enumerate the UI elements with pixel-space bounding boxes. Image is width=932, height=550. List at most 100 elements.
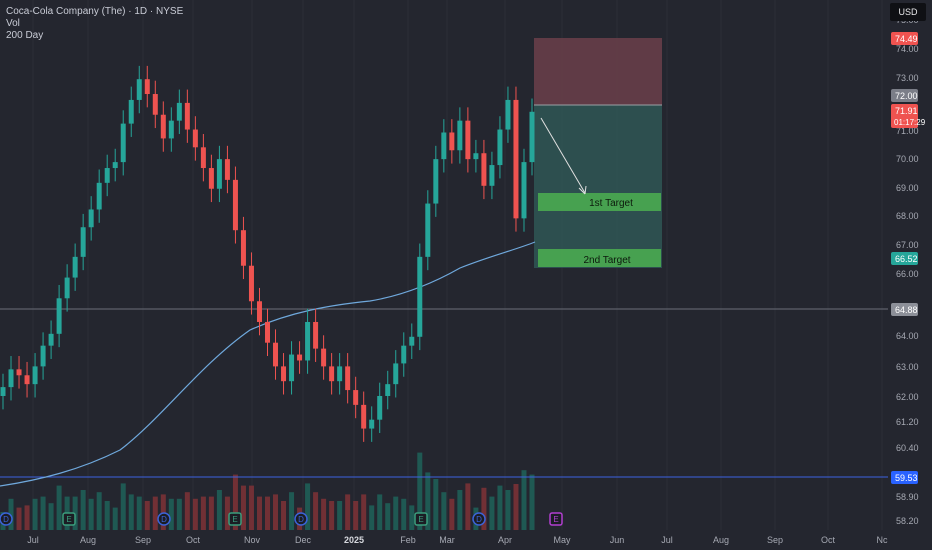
price-badge (891, 303, 918, 316)
volume-bar (377, 494, 383, 530)
target2-box[interactable] (538, 249, 661, 267)
time-tick-label: Oct (186, 535, 201, 545)
time-tick-label: Nc (877, 535, 888, 545)
price-badge (891, 471, 918, 484)
price-badge-label: 72.00 (895, 91, 918, 101)
volume-bar (112, 507, 118, 530)
price-tick-label: 63.00 (896, 362, 919, 372)
price-badge (891, 104, 918, 128)
candle-body (505, 99, 511, 130)
candle-body (96, 182, 102, 210)
candle-body (144, 79, 150, 95)
candle-body (0, 387, 6, 396)
candle-body (56, 298, 62, 334)
volume-bar (232, 474, 238, 530)
volume-bar (369, 505, 375, 530)
horizontal-levels[interactable] (0, 308, 888, 478)
candle-body (256, 301, 262, 322)
candle-body (24, 375, 30, 385)
volume-bar (144, 501, 150, 530)
candle-body (465, 120, 471, 160)
earnings-icon[interactable] (228, 512, 242, 526)
volume-bar (128, 494, 134, 530)
volume-bar (321, 498, 327, 530)
candle-body (273, 342, 279, 367)
candle-body (112, 162, 118, 169)
price-tick-label: 58.90 (896, 492, 919, 502)
volume-bar (240, 485, 246, 530)
volume-bar (248, 485, 254, 530)
candle-body (64, 277, 70, 299)
candle-body (8, 369, 14, 388)
price-tick-label: 74.00 (896, 44, 919, 54)
time-tick-label: Apr (498, 535, 512, 545)
candle-body (513, 99, 519, 219)
candle-body (449, 132, 455, 151)
candle-body (473, 153, 479, 160)
candle-body (289, 354, 295, 382)
price-badge-label: 59.53 (895, 473, 918, 483)
arrow-line[interactable] (540, 117, 586, 194)
candle-body (240, 230, 246, 266)
time-tick-label: Aug (80, 535, 96, 545)
dividend-icon[interactable] (157, 512, 171, 526)
volume-bar (16, 507, 22, 530)
time-tick-label: Mar (439, 535, 455, 545)
position-tool[interactable]: 1st Target 2nd Target (534, 38, 662, 268)
arrow-head-icon (578, 185, 587, 195)
candle-body (16, 369, 22, 376)
candle-body (481, 153, 487, 186)
event-marker-label: D (161, 515, 167, 524)
earnings-icon[interactable] (62, 512, 76, 526)
earnings-icon[interactable] (549, 512, 563, 526)
volume-bar (24, 505, 30, 530)
candle-body (168, 120, 174, 139)
profit-zone[interactable] (534, 105, 662, 268)
event-marker-label: E (553, 515, 558, 524)
volume-bar (88, 498, 94, 530)
price-axis[interactable]: 75.0074.0073.0071.0070.0069.0068.0067.00… (891, 15, 926, 526)
volume-bar (385, 503, 391, 530)
ma-indicator-label[interactable]: 200 Day (6, 30, 44, 41)
candle-body (160, 114, 166, 139)
currency-button[interactable]: USD (890, 3, 926, 21)
chart-legend: Coca-Cola Company (The) · 1D · NYSE Vol … (6, 6, 183, 42)
event-marker-label: E (232, 515, 237, 524)
target2-label: 2nd Target (583, 255, 630, 266)
dividend-icon[interactable] (294, 512, 308, 526)
dividend-icon[interactable] (472, 512, 486, 526)
price-tick-label: 70.00 (896, 154, 919, 164)
candle-body (385, 384, 391, 396)
volume-bar (80, 490, 86, 530)
volume-bar (216, 490, 222, 530)
candle-body (337, 366, 343, 382)
stop-loss-zone[interactable] (534, 38, 662, 105)
time-tick-label: Sep (135, 535, 151, 545)
candle-body (361, 404, 367, 429)
event-marker-label: E (66, 515, 71, 524)
earnings-icon[interactable] (414, 512, 428, 526)
price-tick-label: 58.20 (896, 516, 919, 526)
volume-bar (305, 483, 311, 530)
volume-bar (409, 505, 415, 530)
candle-body (313, 321, 319, 349)
ma-200-path (0, 241, 536, 487)
candle-body (377, 395, 383, 420)
time-tick-label: 2025 (344, 535, 364, 545)
target1-box[interactable] (538, 193, 661, 211)
price-tick-label: 66.00 (896, 269, 919, 279)
time-axis[interactable]: Jul Aug Sep Oct Nov Dec 2025 Feb Mar Apr May Jun Jul… (27, 535, 888, 545)
volume-bar (176, 498, 182, 530)
volume-bar (441, 492, 447, 530)
symbol-title[interactable]: Coca-Cola Company (The) · 1D · NYSE (6, 6, 184, 17)
candle-body (88, 209, 94, 228)
volume-bar (152, 496, 158, 530)
volume-bar (337, 501, 343, 530)
volume-bar (449, 498, 455, 530)
volume-bar (393, 496, 399, 530)
price-badge (891, 252, 918, 265)
dividend-icon[interactable] (0, 512, 13, 526)
volume-indicator-label[interactable]: Vol (6, 18, 20, 29)
